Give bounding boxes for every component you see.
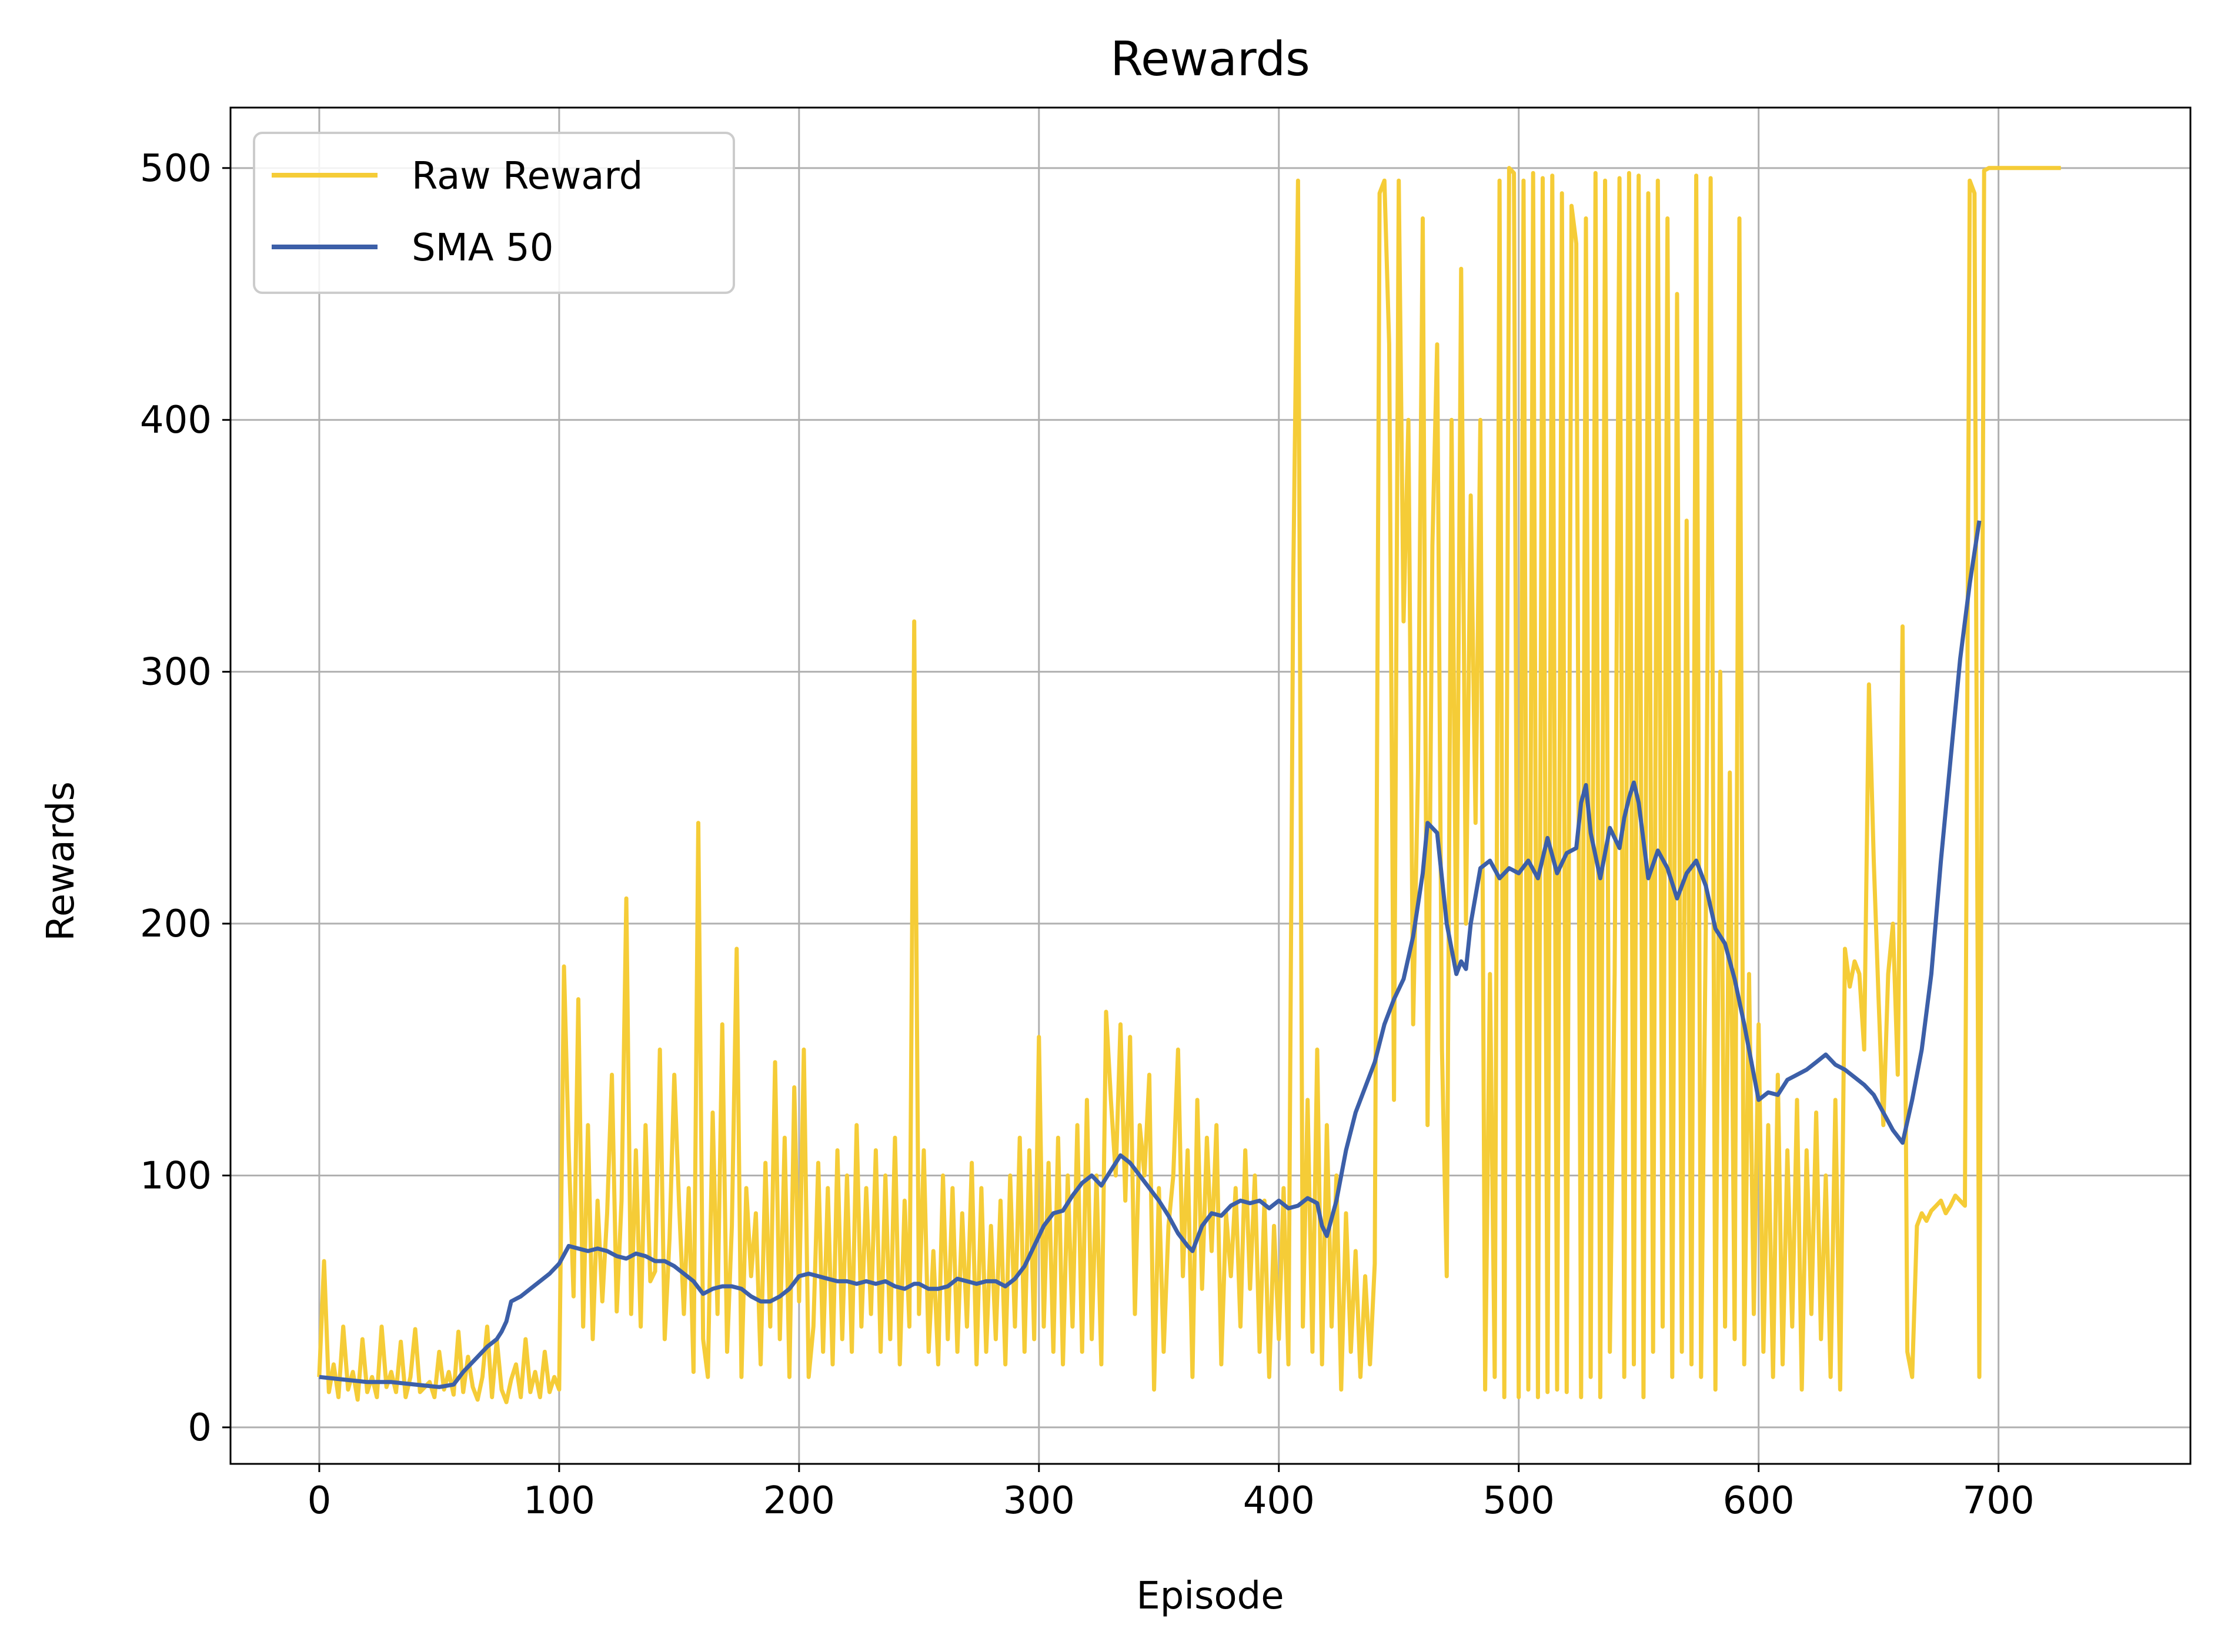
x-tick-label: 700 xyxy=(1963,1479,2035,1523)
sma-50-line xyxy=(319,520,1982,1389)
y-tick-label: 500 xyxy=(140,147,212,190)
y-tick-label: 300 xyxy=(140,651,212,694)
legend-label-sma-50: SMA 50 xyxy=(412,226,553,270)
x-axis: 0 100 200 300 400 500 600 700 xyxy=(308,1464,2035,1523)
chart-title: Rewards xyxy=(1110,32,1310,86)
x-tick-label: 400 xyxy=(1243,1479,1315,1523)
y-tick-label: 400 xyxy=(140,399,212,442)
x-tick-label: 0 xyxy=(308,1479,332,1523)
y-tick-label: 200 xyxy=(140,902,212,946)
y-tick-label: 0 xyxy=(188,1406,212,1450)
x-tick-label: 100 xyxy=(523,1479,595,1523)
y-axis: 0 100 200 300 400 500 xyxy=(140,147,231,1450)
raw-reward-line xyxy=(317,166,2061,1404)
legend: Raw Reward SMA 50 xyxy=(253,132,735,294)
series-layer xyxy=(317,166,2061,1404)
y-axis-label: Rewards xyxy=(39,781,83,941)
x-tick-label: 200 xyxy=(763,1479,835,1523)
x-tick-label: 600 xyxy=(1723,1479,1795,1523)
x-tick-label: 500 xyxy=(1483,1479,1555,1523)
plot-background xyxy=(231,108,2190,1464)
x-tick-label: 300 xyxy=(1003,1479,1075,1523)
x-axis-label: Episode xyxy=(1136,1574,1284,1618)
plot-frame xyxy=(229,106,2192,1465)
y-tick-label: 100 xyxy=(140,1154,212,1198)
legend-label-raw-reward: Raw Reward xyxy=(412,155,643,198)
